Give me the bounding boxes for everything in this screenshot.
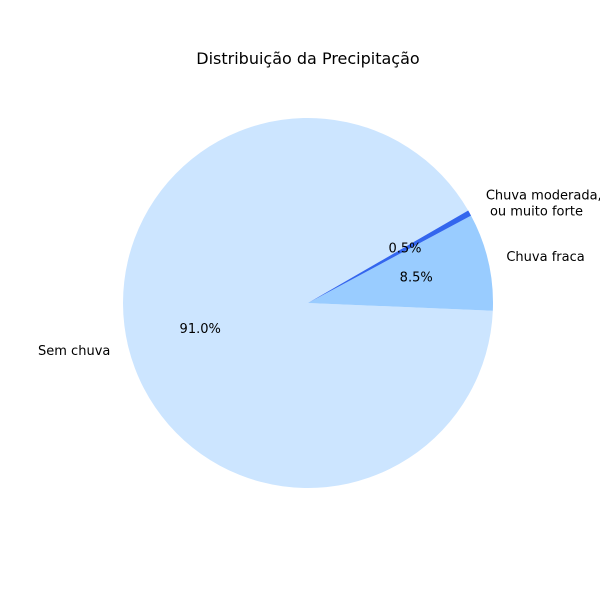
pie-category-label: Chuva fraca [506, 250, 584, 265]
pie-pct-label: 8.5% [400, 271, 433, 286]
pie-labels: 91.0% Sem chuva 8.5% Chuva fraca 0.5% Chuva m… [38, 189, 600, 360]
pie-category-label: Chuva moderada, forte ou muito forte [486, 189, 600, 220]
pie-slice-chuva-fraca [308, 215, 493, 311]
pie-pct-label: 91.0% [180, 322, 221, 337]
pie-category-label: Sem chuva [38, 344, 110, 359]
chart-title: Distribuição da Precipitação [196, 49, 419, 68]
pie-slice-sem-chuva [123, 118, 493, 489]
pie-slices [123, 118, 493, 489]
pie-pct-label: 0.5% [388, 242, 421, 257]
pie-slice-chuva-moderada-forte-ou-muito-forte [308, 210, 472, 303]
